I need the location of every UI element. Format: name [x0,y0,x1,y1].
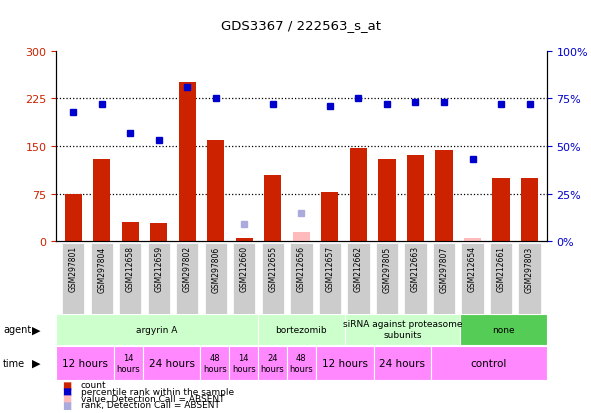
Bar [404,244,427,314]
Text: count: count [81,380,106,389]
Text: value, Detection Call = ABSENT: value, Detection Call = ABSENT [81,394,225,403]
Text: ■: ■ [62,387,72,396]
Text: siRNA against proteasome
subunits: siRNA against proteasome subunits [343,320,462,339]
Text: GSM212660: GSM212660 [240,246,249,292]
Bar [433,244,455,314]
Text: ■: ■ [62,380,72,390]
Text: ■: ■ [62,393,72,403]
Bar [290,244,313,314]
Bar [376,244,398,314]
Text: GSM297807: GSM297807 [440,246,449,292]
Bar [233,244,255,314]
Bar [378,159,395,242]
Text: 48
hours: 48 hours [203,354,227,373]
Bar [200,346,229,380]
Bar [236,238,253,242]
Bar [150,224,167,242]
Text: 24 hours: 24 hours [148,358,194,368]
Text: ▶: ▶ [33,358,41,368]
Text: time: time [3,358,25,368]
Bar [64,194,82,242]
Text: GSM212663: GSM212663 [411,246,420,292]
Text: rank, Detection Call = ABSENT: rank, Detection Call = ABSENT [81,400,220,409]
Bar [293,232,310,242]
Bar [521,178,538,242]
Bar [176,244,199,314]
Bar [492,178,509,242]
Text: GSM212661: GSM212661 [496,246,505,292]
Bar [350,149,367,242]
Text: percentile rank within the sample: percentile rank within the sample [81,387,234,396]
Bar [264,175,281,242]
Text: GSM212655: GSM212655 [268,246,277,292]
Bar [322,192,339,242]
Bar [229,346,258,380]
Text: 14
hours: 14 hours [116,354,140,373]
Text: GSM297803: GSM297803 [525,246,534,292]
Text: argyrin A: argyrin A [137,325,178,334]
Text: GSM212656: GSM212656 [297,246,306,292]
Bar [436,151,453,242]
Bar [122,223,139,242]
Bar [62,244,85,314]
Text: GSM297806: GSM297806 [212,246,220,292]
Bar [148,244,170,314]
Text: GSM297801: GSM297801 [69,246,78,292]
Text: GDS3367 / 222563_s_at: GDS3367 / 222563_s_at [222,19,381,31]
Text: GSM297804: GSM297804 [98,246,106,292]
Bar [207,140,225,242]
Text: GSM297802: GSM297802 [183,246,192,292]
Text: GSM297805: GSM297805 [382,246,391,292]
Bar [90,244,113,314]
Text: bortezomib: bortezomib [275,325,327,334]
Bar [93,159,111,242]
Bar [258,314,345,345]
Text: agent: agent [3,324,31,335]
Text: control: control [471,358,507,368]
Text: 24 hours: 24 hours [379,358,426,368]
Bar [345,314,460,345]
Text: ■: ■ [62,400,72,410]
Bar [287,346,316,380]
Bar [462,244,483,314]
Text: GSM212658: GSM212658 [126,246,135,292]
Bar [56,346,114,380]
Bar [431,346,547,380]
Text: none: none [492,325,515,334]
Bar [464,238,481,242]
Text: GSM212662: GSM212662 [354,246,363,292]
Bar [142,346,200,380]
Bar [490,244,512,314]
Bar [348,244,369,314]
Bar [319,244,341,314]
Text: 48
hours: 48 hours [290,354,313,373]
Bar [258,346,287,380]
Bar [178,83,196,242]
Text: 24
hours: 24 hours [261,354,284,373]
Bar [374,346,431,380]
Bar [204,244,227,314]
Bar [119,244,141,314]
Text: ▶: ▶ [33,324,41,335]
Bar [518,244,541,314]
Text: GSM212657: GSM212657 [326,246,335,292]
Bar [262,244,284,314]
Text: 12 hours: 12 hours [322,358,368,368]
Text: GSM212659: GSM212659 [154,246,163,292]
Bar [460,314,547,345]
Bar [316,346,374,380]
Bar [114,346,142,380]
Bar [407,156,424,242]
Text: 14
hours: 14 hours [232,354,255,373]
Text: GSM212654: GSM212654 [468,246,477,292]
Bar [56,314,258,345]
Text: 12 hours: 12 hours [62,358,108,368]
